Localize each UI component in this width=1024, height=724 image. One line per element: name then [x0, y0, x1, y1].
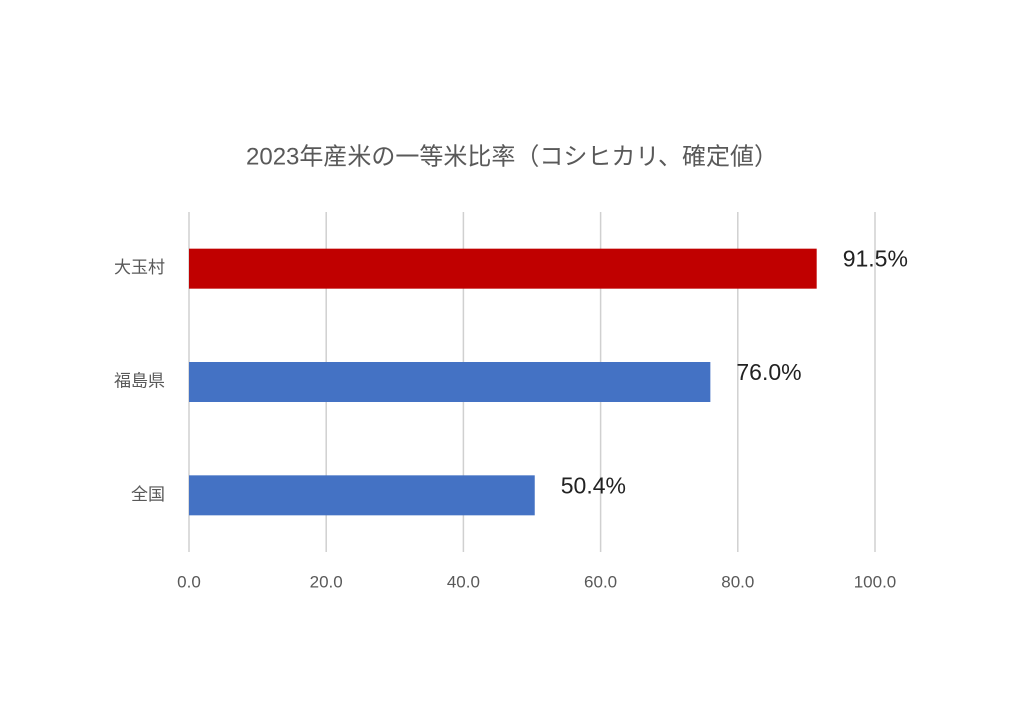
value-label: 76.0% [736, 359, 801, 385]
y-tick-label: 福島県 [114, 371, 165, 390]
y-tick-label: 全国 [131, 485, 165, 504]
x-tick-label: 100.0 [854, 572, 897, 591]
x-tick-label: 20.0 [310, 572, 343, 591]
bar [189, 475, 535, 516]
x-tick-label: 80.0 [721, 572, 754, 591]
y-tick-label: 大玉村 [114, 258, 165, 277]
x-tick-label: 40.0 [447, 572, 480, 591]
value-label: 91.5% [843, 246, 908, 272]
bar [189, 362, 711, 402]
value-label: 50.4% [561, 472, 626, 498]
x-tick-label: 0.0 [177, 572, 201, 591]
x-tick-label: 60.0 [584, 572, 617, 591]
bar [189, 248, 817, 289]
chart-title: 2023年産米の一等米比率（コシヒカリ、確定値） [246, 143, 778, 170]
